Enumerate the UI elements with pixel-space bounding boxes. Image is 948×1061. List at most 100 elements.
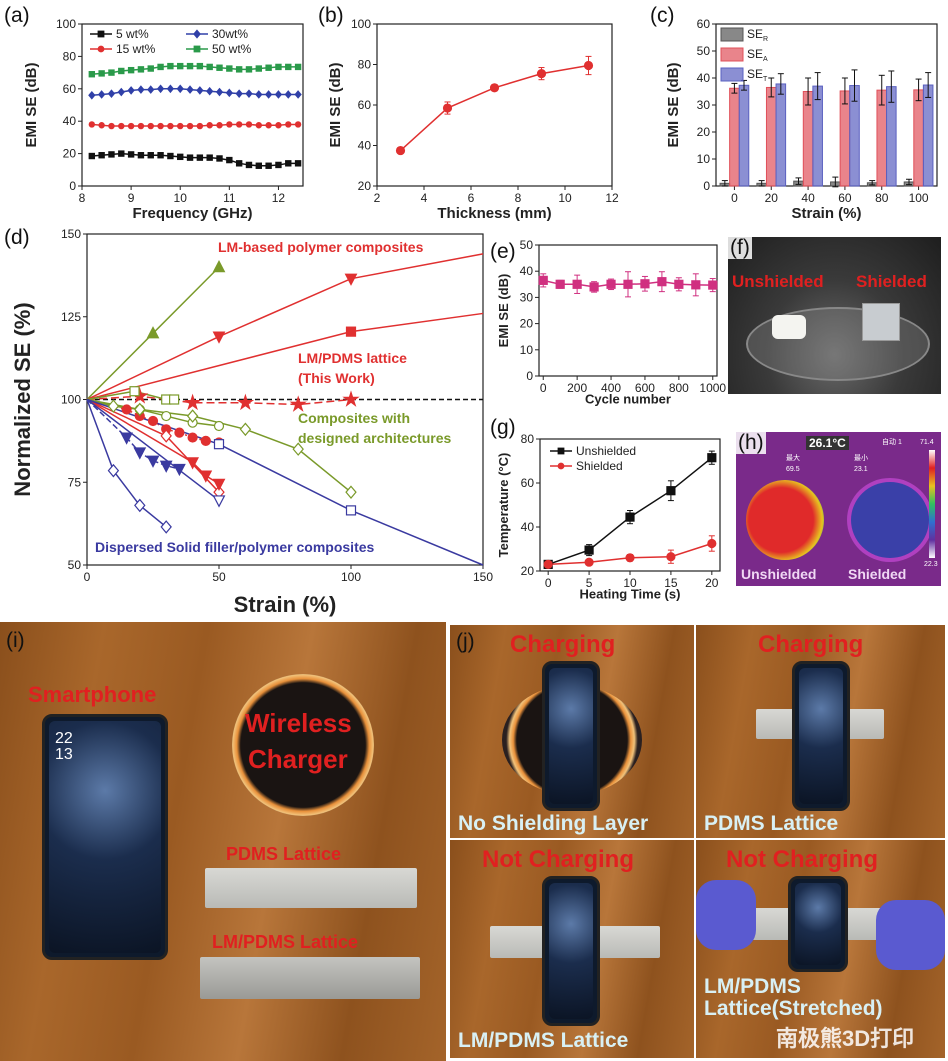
legend-subscript: T bbox=[763, 76, 768, 83]
y-tick-label: 20 bbox=[521, 564, 535, 578]
data-point-circle bbox=[200, 435, 211, 446]
data-point-square bbox=[108, 69, 115, 76]
y-tick-label: 100 bbox=[61, 393, 81, 407]
data-point-square bbox=[666, 486, 676, 496]
y-tick-label: 50 bbox=[520, 238, 534, 252]
data-point-circle bbox=[275, 122, 282, 129]
x-tick-label: 20 bbox=[765, 191, 779, 205]
x-tick-label: 80 bbox=[875, 191, 889, 205]
data-point-diamond bbox=[235, 89, 243, 98]
x-tick-label: 20 bbox=[705, 576, 719, 590]
bar-A bbox=[729, 87, 740, 187]
data-point-square bbox=[606, 279, 616, 289]
data-point-square bbox=[555, 279, 565, 289]
y-tick-label: 20 bbox=[63, 147, 77, 161]
data-point-diamond bbox=[245, 89, 253, 98]
y-tick-label: 75 bbox=[68, 475, 82, 489]
glove-left bbox=[696, 880, 756, 950]
data-point-square bbox=[640, 279, 650, 289]
label-pdms-lattice: PDMS Lattice bbox=[226, 844, 342, 864]
y-tick-label: 40 bbox=[63, 114, 77, 128]
y-tick-label: 20 bbox=[697, 125, 711, 139]
y-axis-label: EMI SE (dB) bbox=[23, 62, 40, 147]
chart-g: 20 40 60 80 0 5 10 15 20 Heating Time (s) Temperat… bbox=[496, 432, 721, 602]
smartphone: 22 13 bbox=[42, 714, 168, 960]
data-point-square bbox=[216, 64, 223, 71]
data-point-star bbox=[289, 395, 307, 412]
data-point-square bbox=[118, 150, 125, 157]
series-line bbox=[399, 64, 589, 152]
data-point-diamond bbox=[160, 520, 172, 534]
panel-label-a: (a) bbox=[4, 4, 30, 27]
photo-j-1: (j) Charging No Shielding Layer bbox=[450, 625, 694, 838]
legend-label: 30wt% bbox=[212, 27, 248, 41]
caption-2: PDMS Lattice bbox=[704, 812, 839, 835]
data-point-square bbox=[674, 279, 684, 289]
data-point-square bbox=[167, 62, 174, 70]
label-shielded: Shielded bbox=[856, 272, 927, 291]
legend-swatch bbox=[720, 47, 744, 62]
photo-j-3: Not Charging LM/PDMS Lattice bbox=[450, 840, 694, 1058]
y-tick-label: 60 bbox=[63, 82, 77, 96]
y-tick-label: 60 bbox=[521, 476, 535, 490]
y-axis-label: Normalized SE (%) bbox=[10, 302, 35, 496]
data-point-square bbox=[584, 545, 594, 555]
data-point-triangle-down bbox=[212, 478, 226, 492]
data-point-square bbox=[285, 160, 292, 167]
min-label: 最小 bbox=[854, 455, 868, 462]
data-point-square bbox=[708, 280, 718, 290]
data-point-diamond bbox=[176, 84, 184, 94]
y-tick-label: 40 bbox=[358, 139, 372, 153]
annotation-lm-based: LM-based polymer composites bbox=[218, 239, 424, 255]
series-line bbox=[86, 395, 352, 406]
legend-subscript: R bbox=[763, 36, 768, 43]
data-point-square bbox=[294, 63, 302, 71]
y-axis-label: EMI SE (dB) bbox=[496, 274, 511, 348]
data-point-circle bbox=[213, 420, 225, 432]
x-axis-label: Strain (%) bbox=[791, 205, 861, 222]
x-tick-label: 4 bbox=[421, 191, 428, 205]
bar-T bbox=[738, 84, 750, 187]
bar-A bbox=[765, 86, 777, 187]
series-line bbox=[86, 253, 484, 401]
data-point-circle bbox=[294, 121, 302, 128]
data-point-circle bbox=[121, 404, 132, 415]
data-point-square bbox=[157, 152, 164, 159]
data-point-diamond bbox=[147, 85, 155, 94]
data-point-circle bbox=[147, 122, 154, 130]
data-point-triangle-down bbox=[146, 455, 160, 468]
data-point-square bbox=[157, 63, 164, 71]
x-tick-label: 9 bbox=[128, 191, 135, 205]
legend-label: SET bbox=[747, 67, 768, 83]
center-temperature: 26.1°C bbox=[806, 436, 849, 450]
phone-clock: 22 13 bbox=[55, 730, 73, 763]
x-tick-label: 2 bbox=[374, 191, 381, 205]
data-point-circle bbox=[88, 121, 96, 128]
data-point-circle bbox=[666, 552, 676, 562]
x-tick-label: 100 bbox=[909, 191, 929, 205]
x-axis-label: Heating Time (s) bbox=[580, 587, 681, 602]
x-tick-label: 0 bbox=[545, 576, 552, 590]
legend-label: 50 wt% bbox=[212, 42, 252, 56]
data-point-triangle-down bbox=[344, 273, 358, 286]
legend-subscript: A bbox=[763, 56, 768, 63]
thermal-label-unshielded: Unshielded bbox=[741, 566, 817, 582]
y-tick-label: 30 bbox=[520, 290, 534, 304]
data-point-diamond bbox=[294, 90, 302, 99]
x-axis-label: Thickness (mm) bbox=[437, 205, 551, 222]
watermark: 南极熊3D打印 bbox=[776, 1026, 915, 1051]
data-point-circle bbox=[167, 122, 174, 130]
caption-1: No Shielding Layer bbox=[458, 812, 649, 835]
data-point-diamond bbox=[97, 90, 106, 99]
label-unshielded: Unshielded bbox=[732, 272, 824, 291]
data-point-circle bbox=[226, 121, 233, 128]
bar-T bbox=[922, 84, 934, 187]
data-point-diamond bbox=[107, 89, 116, 98]
data-point-circle bbox=[543, 559, 553, 570]
y-tick-label: 10 bbox=[697, 152, 711, 166]
data-point-square bbox=[589, 282, 599, 292]
data-point-circle bbox=[536, 69, 547, 79]
chart-b: 20 40 60 80 100 2 4 6 8 10 12 Thickness (mm) EMI SE … bbox=[327, 17, 619, 222]
data-point-square bbox=[169, 394, 180, 405]
data-point-triangle-down bbox=[159, 460, 173, 473]
